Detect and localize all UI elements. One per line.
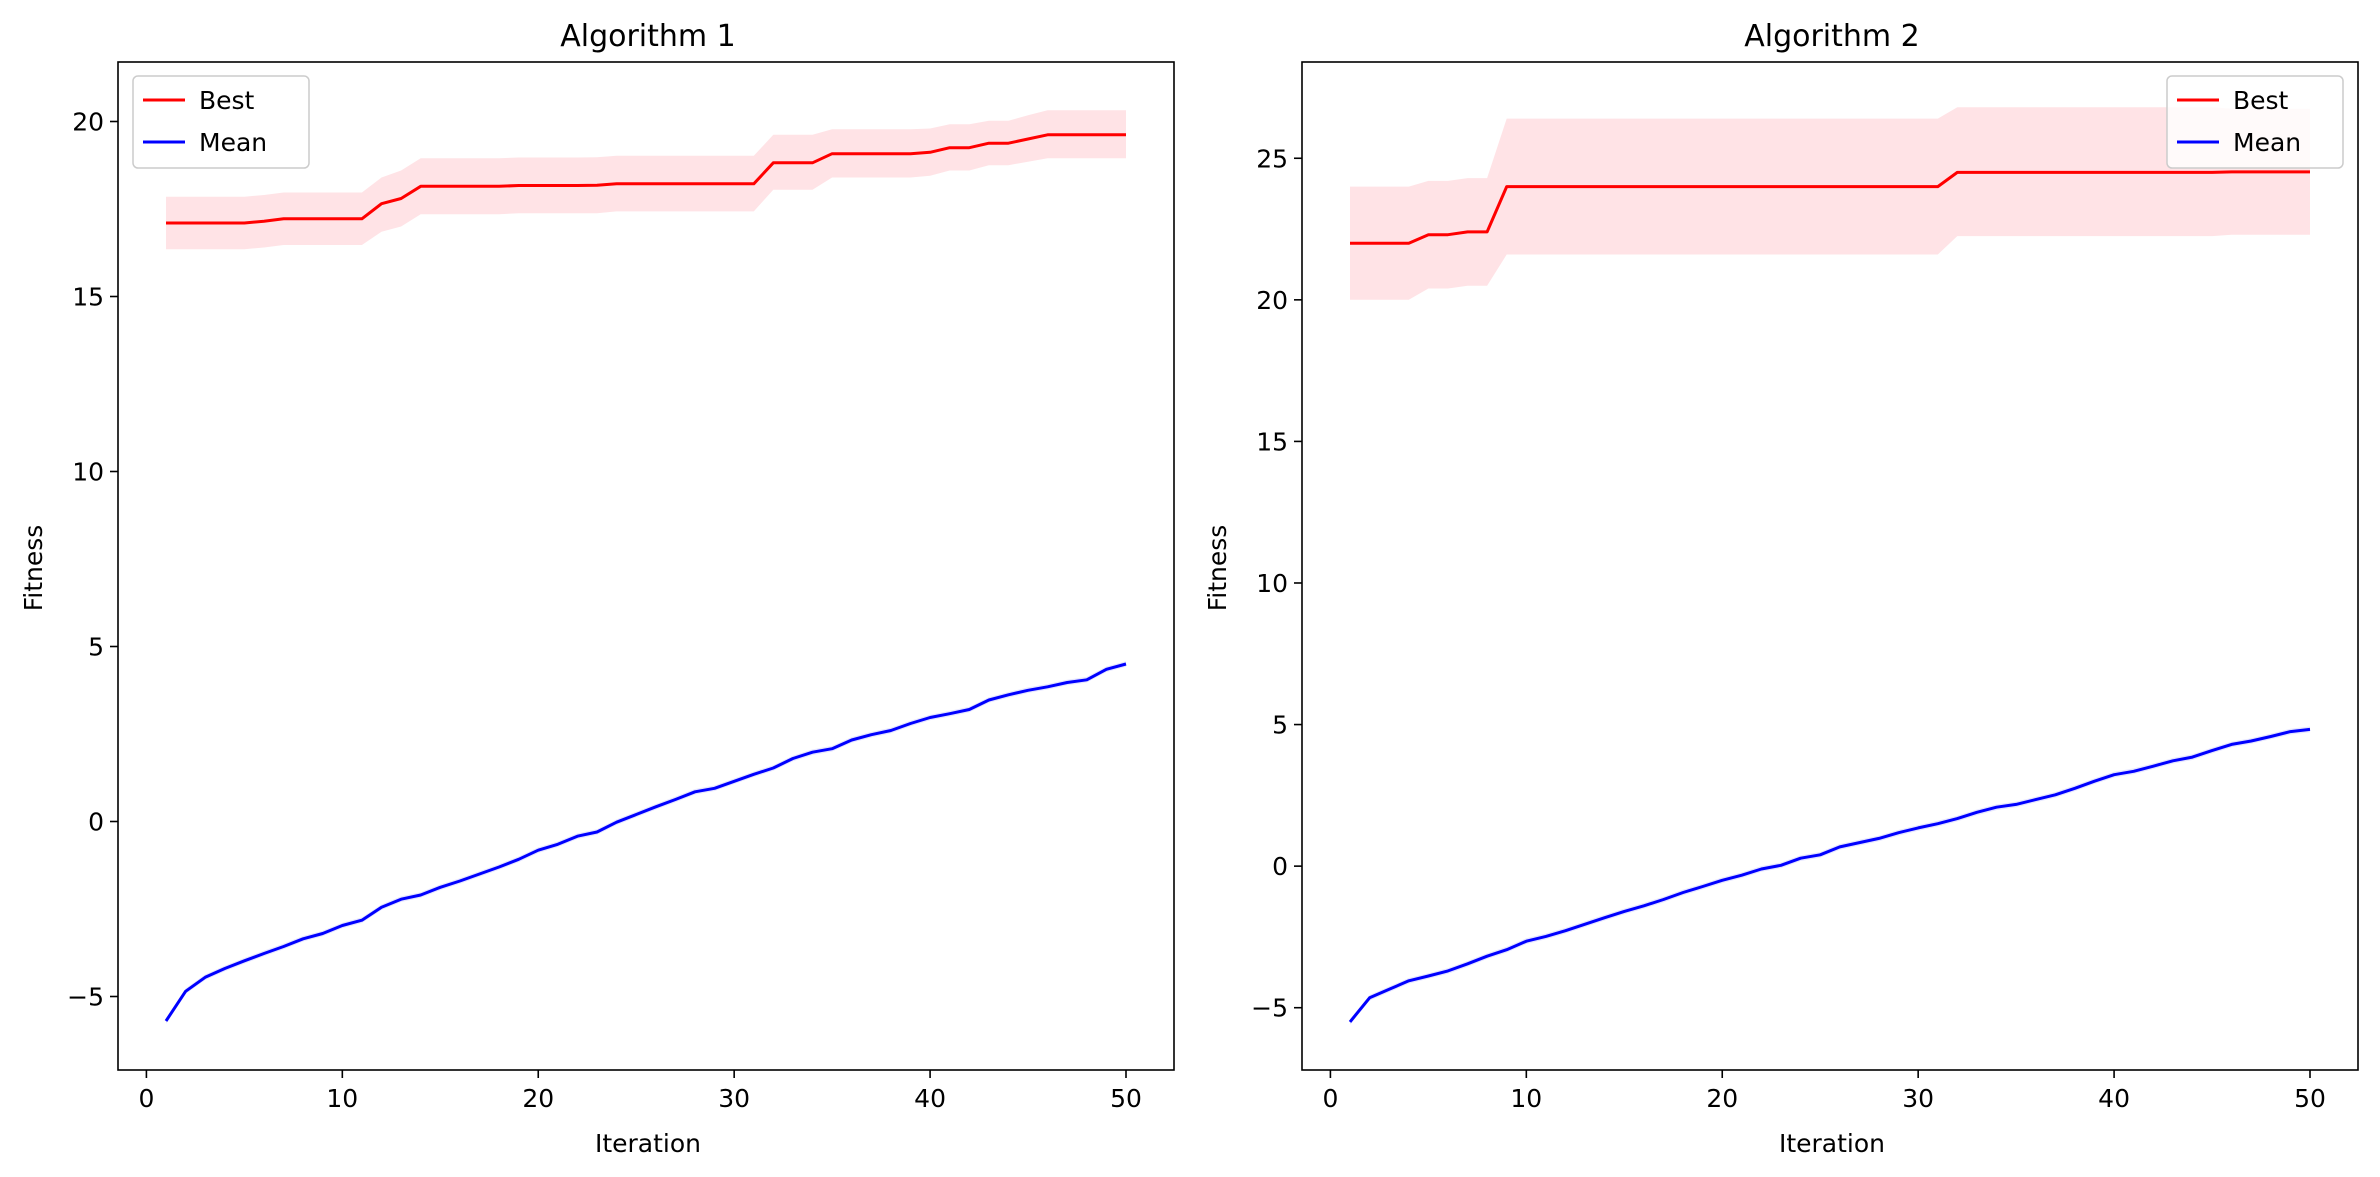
y-tick-label: 10 [72, 458, 104, 487]
axes-frame [1301, 61, 2359, 1071]
series-line-mean [164, 662, 1127, 1022]
legend: Best Mean [2166, 75, 2344, 169]
x-tick-label: 50 [2294, 1084, 2326, 1113]
x-tick-label: 20 [522, 1084, 554, 1113]
legend: Best Mean [132, 75, 310, 169]
series-line-mean [1348, 727, 2311, 1023]
y-tick-label: −5 [1251, 994, 1288, 1023]
y-tick-label: 20 [1256, 286, 1288, 315]
chart-panel-algorithm-1: Algorithm 1 Iteration Fitness 0 10 20 30 40 5… [19, 19, 1175, 1158]
legend-label-mean: Mean [199, 128, 267, 157]
y-axis-label: Fitness [1203, 525, 1232, 612]
legend-label-best: Best [2233, 86, 2289, 115]
x-tick-label: 10 [1510, 1084, 1542, 1113]
x-axis-label: Iteration [1779, 1129, 1885, 1158]
series-line-best [1350, 170, 2310, 245]
x-tick-label: 10 [326, 1084, 358, 1113]
x-tick-label: 40 [914, 1084, 946, 1113]
confidence-band-best [1350, 107, 2310, 300]
chart-title: Algorithm 1 [560, 19, 736, 54]
x-tick-label: 20 [1706, 1084, 1738, 1113]
y-tick-label: 10 [1256, 569, 1288, 598]
y-tick-label: 5 [88, 633, 104, 662]
axes-frame [117, 61, 1175, 1071]
x-tick-label: 0 [1322, 1084, 1338, 1113]
x-tick-label: 40 [2098, 1084, 2130, 1113]
x-tick-label: 30 [1902, 1084, 1934, 1113]
y-tick-label: 15 [72, 283, 104, 312]
y-tick-label: 5 [1272, 711, 1288, 740]
y-tick-label: −5 [67, 983, 104, 1012]
series-line-best [166, 133, 1126, 225]
y-tick-label: 15 [1256, 427, 1288, 456]
plot-area: 0 10 20 30 40 50 −5 0 5 10 15 20 Best Mean [67, 61, 1175, 1113]
legend-label-mean: Mean [2233, 128, 2301, 157]
plot-area: 0 10 20 30 40 50 −5 0 5 10 15 20 25 Best Mean [1251, 61, 2359, 1113]
x-axis-label: Iteration [595, 1129, 701, 1158]
y-tick-label: 0 [88, 808, 104, 837]
legend-label-best: Best [199, 86, 255, 115]
x-tick-label: 0 [138, 1084, 154, 1113]
y-tick-label: 20 [72, 108, 104, 137]
y-axis-label: Fitness [19, 525, 48, 612]
chart-panel-algorithm-2: Algorithm 2 Iteration Fitness 0 10 20 30 40 5… [1203, 19, 2359, 1158]
x-tick-label: 50 [1110, 1084, 1142, 1113]
y-tick-label: 25 [1256, 144, 1288, 173]
x-tick-label: 30 [718, 1084, 750, 1113]
chart-title: Algorithm 2 [1744, 19, 1920, 54]
y-tick-label: 0 [1272, 852, 1288, 881]
confidence-band-best [166, 110, 1126, 250]
